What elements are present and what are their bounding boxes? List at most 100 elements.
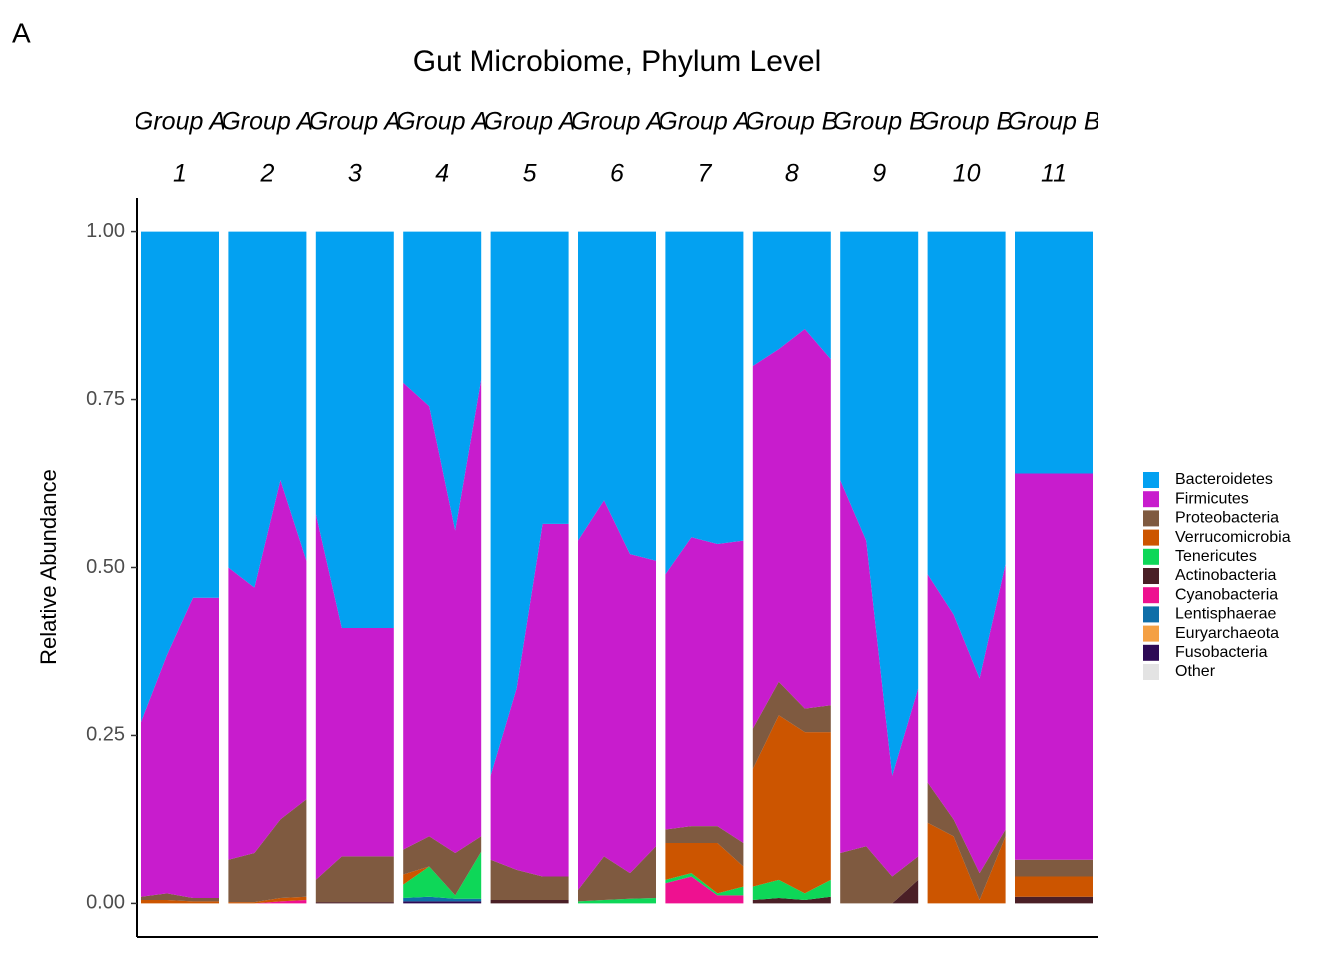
area-segment [228, 231, 307, 588]
legend-swatch [1143, 491, 1159, 508]
area-segment [840, 231, 919, 776]
legend-swatch [1143, 587, 1159, 604]
strip-group: Group A [571, 108, 663, 136]
chart-title: Gut Microbiome, Phylum Level [413, 45, 822, 78]
area-segment [927, 564, 1006, 874]
facet-strip: Group A 6 [571, 108, 663, 188]
area-segment [403, 851, 482, 896]
area-segment [927, 231, 1006, 679]
legend-label: Euryarchaeota [1175, 625, 1279, 642]
area-segment [752, 681, 831, 770]
area-segment [840, 846, 919, 904]
strip-label: 1 [173, 160, 187, 188]
area-segment [403, 896, 482, 902]
area-segment [228, 900, 307, 904]
area-segment [141, 900, 219, 904]
area-segment [403, 231, 482, 531]
legend-label: Cyanobacteria [1175, 586, 1278, 603]
area-segment [403, 901, 482, 904]
area-segment [840, 480, 919, 877]
legend-swatch [1143, 568, 1159, 584]
legend-swatch [1143, 644, 1159, 661]
area-segment [1015, 231, 1093, 474]
area-segment [490, 900, 569, 904]
y-axis-label: Relative Abundance [36, 469, 61, 665]
area-segment [315, 513, 394, 880]
strip-label: 8 [785, 160, 799, 188]
area-segment [665, 537, 744, 843]
area-segment [315, 231, 394, 628]
area-segment [315, 856, 394, 903]
area-segment [752, 896, 831, 904]
legend-label: Other [1175, 663, 1216, 680]
facet-strip: Group A 2 [221, 108, 313, 188]
area-segment [665, 231, 744, 575]
y-tick-label: 0.25 [86, 724, 125, 746]
area-segment [403, 851, 482, 899]
area-segment [403, 379, 482, 854]
area-segment [490, 523, 569, 877]
strip-group: Group B [920, 108, 1013, 136]
legend-label: Actinobacteria [1175, 567, 1276, 584]
facet-strip: Group B 9 [833, 108, 926, 188]
area-segment [578, 898, 656, 904]
y-tick-label: 1.00 [86, 220, 125, 242]
legend-label: Bacteroidetes [1175, 471, 1273, 488]
facet-strip: Group A 3 [311, 108, 399, 188]
legend-swatch [1143, 625, 1159, 642]
legend-swatch [1143, 510, 1159, 527]
area-segment [228, 480, 307, 860]
area-segment [1015, 896, 1093, 904]
area-segment [752, 879, 831, 901]
area-segment [752, 329, 831, 729]
strip-group: Group B [833, 108, 926, 136]
strip-group: Group A [396, 108, 488, 136]
legend-label: Verrucomicrobia [1175, 529, 1291, 546]
area-segment [665, 826, 744, 867]
legend-swatch [1143, 529, 1159, 546]
area-segment [315, 902, 394, 904]
strip-label: 5 [523, 160, 537, 188]
strip-group: Group A [484, 108, 576, 136]
y-tick-label: 0.75 [86, 388, 125, 410]
legend-label: Lentisphaerae [1175, 606, 1277, 623]
area-segment [578, 846, 656, 902]
strip-label: 10 [953, 160, 981, 188]
facet-strip: Group B 8 [745, 108, 838, 188]
area-segment [665, 842, 744, 894]
strip-label: 7 [697, 160, 712, 188]
area-segment [1015, 876, 1093, 897]
strip-group: Group A [221, 108, 313, 136]
area-segment [927, 782, 1006, 901]
y-tick-label: 0.00 [86, 892, 125, 914]
area-segment [228, 799, 307, 903]
area-segment [1015, 859, 1093, 877]
legend-label: Tenericutes [1175, 548, 1257, 565]
area-segment [1015, 473, 1093, 860]
strip-group: Group B [745, 108, 838, 136]
area-segment [141, 893, 219, 902]
area-segment [752, 715, 831, 894]
strip-label: 3 [348, 160, 362, 188]
area-segment [490, 231, 569, 776]
legend-swatch [1143, 472, 1159, 488]
legend-swatch [1143, 606, 1159, 623]
area-segment [665, 873, 744, 896]
area-segment [141, 231, 219, 723]
strip-label: 6 [610, 160, 624, 188]
area-segment [927, 822, 1006, 904]
strip-label: 4 [435, 160, 449, 188]
area-segment [578, 231, 656, 561]
facet-strip: Group A 5 [484, 108, 576, 188]
area-segment [665, 876, 744, 904]
legend-swatch [1143, 548, 1159, 565]
strip-label: 11 [1041, 160, 1067, 188]
area-segment [228, 896, 307, 904]
legend-label: Proteobacteria [1175, 510, 1279, 527]
area-segment [403, 836, 482, 896]
legend-swatch [1143, 664, 1159, 680]
facet-strip: Group A 4 [396, 108, 488, 188]
panel-label: A [12, 17, 31, 48]
area-segment [578, 500, 656, 890]
